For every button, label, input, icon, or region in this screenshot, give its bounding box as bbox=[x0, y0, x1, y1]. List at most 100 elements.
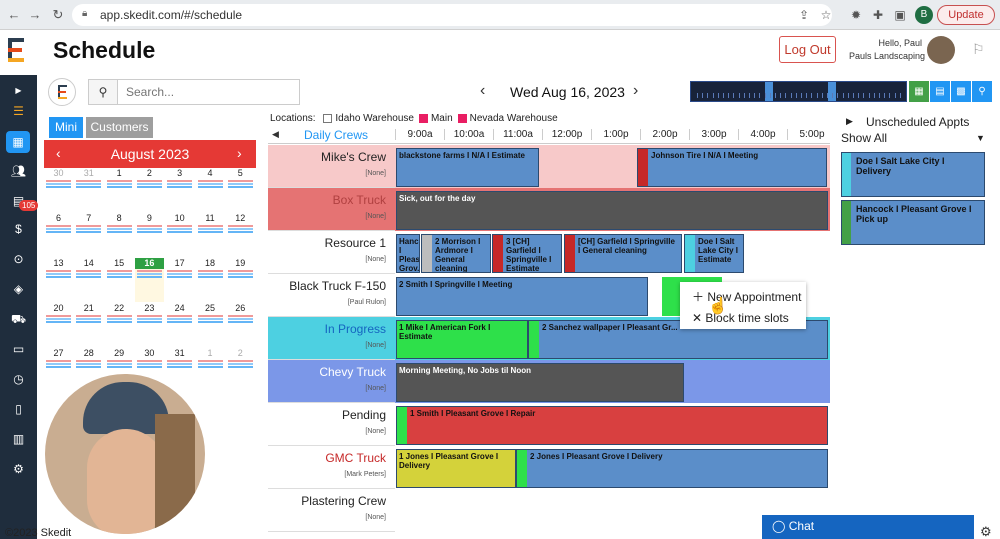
crew-row[interactable]: Mike's Crew [None] blackstone farms I N/A … bbox=[268, 145, 830, 188]
location-checkbox[interactable] bbox=[457, 113, 467, 123]
appointment-block[interactable]: Sick, out for the day bbox=[396, 191, 828, 230]
appointment-block[interactable]: 1 Jones I Pleasant Grove I Delivery bbox=[396, 449, 516, 488]
calendar-day[interactable]: 21 bbox=[74, 303, 103, 347]
calendar-day[interactable]: 1 bbox=[196, 348, 225, 392]
unscheduled-appt[interactable]: Hancock I Pleasant Grove I Pick up bbox=[841, 200, 985, 245]
calendar-day[interactable]: 17 bbox=[165, 258, 194, 302]
calendar-day[interactable]: 31 bbox=[74, 168, 103, 212]
search-icon[interactable]: ⚲ bbox=[88, 79, 117, 105]
cart-icon[interactable]: ⛟ bbox=[10, 312, 27, 326]
clock-icon[interactable]: ◷ bbox=[13, 372, 24, 386]
calendar-day[interactable]: 8 bbox=[105, 213, 134, 257]
calendar-day[interactable]: 31 bbox=[165, 348, 194, 392]
calendar-day[interactable]: 11 bbox=[196, 213, 225, 257]
slider-end-handle[interactable] bbox=[828, 82, 836, 101]
appointment-block[interactable]: Johnson Tire I N/A I Meeting bbox=[637, 148, 827, 187]
calendar-day[interactable]: 7 bbox=[74, 213, 103, 257]
crew-row[interactable]: GMC Truck [Mark Peters] 1 Jones I Pleasant… bbox=[268, 446, 830, 489]
gear-icon[interactable]: ⚙ bbox=[980, 524, 992, 539]
users-icon[interactable]: 👥︎ bbox=[10, 164, 27, 178]
jobs-icon[interactable]: ▤ bbox=[12, 194, 25, 208]
sidebar-logo-icon[interactable]: ☰ bbox=[13, 104, 24, 118]
menu-item-block-time[interactable]: ✕ Block time slots bbox=[692, 311, 789, 325]
home-logo-button[interactable] bbox=[48, 78, 76, 106]
crew-row[interactable]: In Progress [None] 1 Mike I American Fork … bbox=[268, 317, 830, 360]
crew-row[interactable]: Resource 1 [None] Hanc... I Pleas... Grov.… bbox=[268, 231, 830, 274]
map-view-icon[interactable]: ⚲ bbox=[972, 81, 992, 102]
dollar-icon[interactable]: $ bbox=[15, 222, 22, 236]
reports-icon[interactable]: ▥ bbox=[12, 432, 25, 446]
search-input[interactable] bbox=[117, 79, 300, 105]
prev-day-button[interactable]: ‹ bbox=[480, 82, 486, 99]
show-all-select[interactable]: Show All bbox=[841, 131, 888, 145]
inventory-icon[interactable]: ◈ bbox=[13, 282, 24, 296]
calendar-day[interactable]: 3 bbox=[165, 168, 194, 212]
appointment-block[interactable]: Morning Meeting, No Jobs til Noon bbox=[396, 363, 684, 402]
appointment-block[interactable]: 3 [CH] Garfield I Springville I Estimate bbox=[492, 234, 562, 273]
calendar-day[interactable]: 9 bbox=[135, 213, 164, 257]
calendar-day[interactable]: 27 bbox=[44, 348, 73, 392]
calendar-day[interactable]: 26 bbox=[226, 303, 255, 347]
calendar-day[interactable]: 25 bbox=[196, 303, 225, 347]
calendar-day[interactable]: 24 bbox=[165, 303, 194, 347]
calendar-day[interactable]: 5 bbox=[226, 168, 255, 212]
calendar-day[interactable]: 22 bbox=[105, 303, 134, 347]
day-view-icon[interactable]: ▦ bbox=[909, 81, 929, 102]
puzzle-icon[interactable]: ✚ bbox=[872, 8, 884, 22]
update-button[interactable]: Update bbox=[937, 5, 995, 25]
unscheduled-appt[interactable]: Doe I Salt Lake City I Delivery bbox=[841, 152, 985, 197]
share-icon[interactable]: ⇪ bbox=[798, 8, 810, 22]
location-checkbox[interactable] bbox=[418, 113, 428, 123]
crew-row[interactable]: Box Truck [None] Sick, out for the day bbox=[268, 188, 830, 231]
appointment-block[interactable]: 1 Smith I Pleasant Grove I Repair bbox=[396, 406, 828, 445]
calendar-day[interactable]: 2 bbox=[135, 168, 164, 212]
prev-month-button[interactable]: ‹ bbox=[56, 145, 61, 161]
logout-button[interactable]: Log Out bbox=[779, 36, 836, 63]
document-icon[interactable]: ▯ bbox=[15, 402, 22, 416]
daily-crews-label[interactable]: Daily Crews bbox=[304, 128, 369, 142]
month-view-icon[interactable]: ▩ bbox=[951, 81, 971, 102]
calendar-day[interactable]: 15 bbox=[105, 258, 134, 302]
next-month-button[interactable]: › bbox=[237, 145, 242, 161]
expand-icon[interactable]: ▶ bbox=[15, 86, 22, 95]
settings-icon[interactable]: ⚙ bbox=[13, 462, 24, 476]
calendar-day[interactable]: 4 bbox=[196, 168, 225, 212]
chat-button[interactable]: ◯ Chat bbox=[762, 515, 974, 539]
sidepanel-icon[interactable]: ▣ bbox=[894, 8, 906, 22]
profile-avatar[interactable]: B bbox=[915, 6, 933, 24]
tab-mini[interactable]: Mini bbox=[49, 117, 83, 138]
chat-icon[interactable]: ▭ bbox=[12, 342, 25, 356]
calendar-day[interactable]: 28 bbox=[74, 348, 103, 392]
crew-row[interactable]: Plastering Crew [None] bbox=[268, 489, 830, 532]
reload-icon[interactable]: ↻ bbox=[52, 7, 64, 22]
slider-start-handle[interactable] bbox=[765, 82, 773, 101]
sidebar-item-schedule[interactable]: ▦ bbox=[6, 131, 30, 153]
forward-icon[interactable]: → bbox=[28, 7, 42, 22]
calendar-day[interactable]: 19 bbox=[226, 258, 255, 302]
calendar-day[interactable]: 29 bbox=[105, 348, 134, 392]
appointment-block[interactable]: Doe I Salt Lake City I Estimate bbox=[684, 234, 744, 273]
skedit-logo[interactable] bbox=[8, 38, 30, 62]
calendar-day[interactable]: 2 bbox=[226, 348, 255, 392]
user-avatar[interactable] bbox=[927, 36, 955, 64]
flag-icon[interactable]: ⚐ bbox=[972, 41, 985, 57]
location-checkbox[interactable] bbox=[323, 113, 333, 123]
tab-customers[interactable]: Customers bbox=[86, 117, 153, 138]
appointment-block[interactable]: 2 Jones I Pleasant Grove I Delivery bbox=[516, 449, 828, 488]
crew-row[interactable]: Chevy Truck [None] Morning Meeting, No Job… bbox=[268, 360, 830, 403]
appointment-block[interactable]: 1 Mike I American Fork I Estimate bbox=[396, 320, 528, 359]
chevron-down-icon[interactable]: ▼ bbox=[976, 133, 985, 143]
menu-item-new-appointment[interactable]: ＋ New Appointment bbox=[692, 288, 801, 305]
next-day-button[interactable]: › bbox=[633, 82, 639, 99]
calendar-day[interactable]: 23 bbox=[135, 303, 164, 347]
appointment-block[interactable]: 2 Morrison I Ardmore I General cleaning bbox=[421, 234, 491, 273]
billing-icon[interactable]: ⊙ bbox=[13, 252, 24, 266]
calendar-day[interactable]: 14 bbox=[74, 258, 103, 302]
appointment-block[interactable]: [CH] Garfield I Springville I General cl… bbox=[564, 234, 682, 273]
calendar-day[interactable]: 16 bbox=[134, 258, 164, 302]
calendar-day[interactable]: 6 bbox=[44, 213, 73, 257]
calendar-day[interactable]: 20 bbox=[44, 303, 73, 347]
calendar-day[interactable]: 10 bbox=[165, 213, 194, 257]
collapse-arrow-icon[interactable]: ◀ bbox=[272, 129, 279, 139]
time-range-slider[interactable] bbox=[690, 81, 907, 102]
